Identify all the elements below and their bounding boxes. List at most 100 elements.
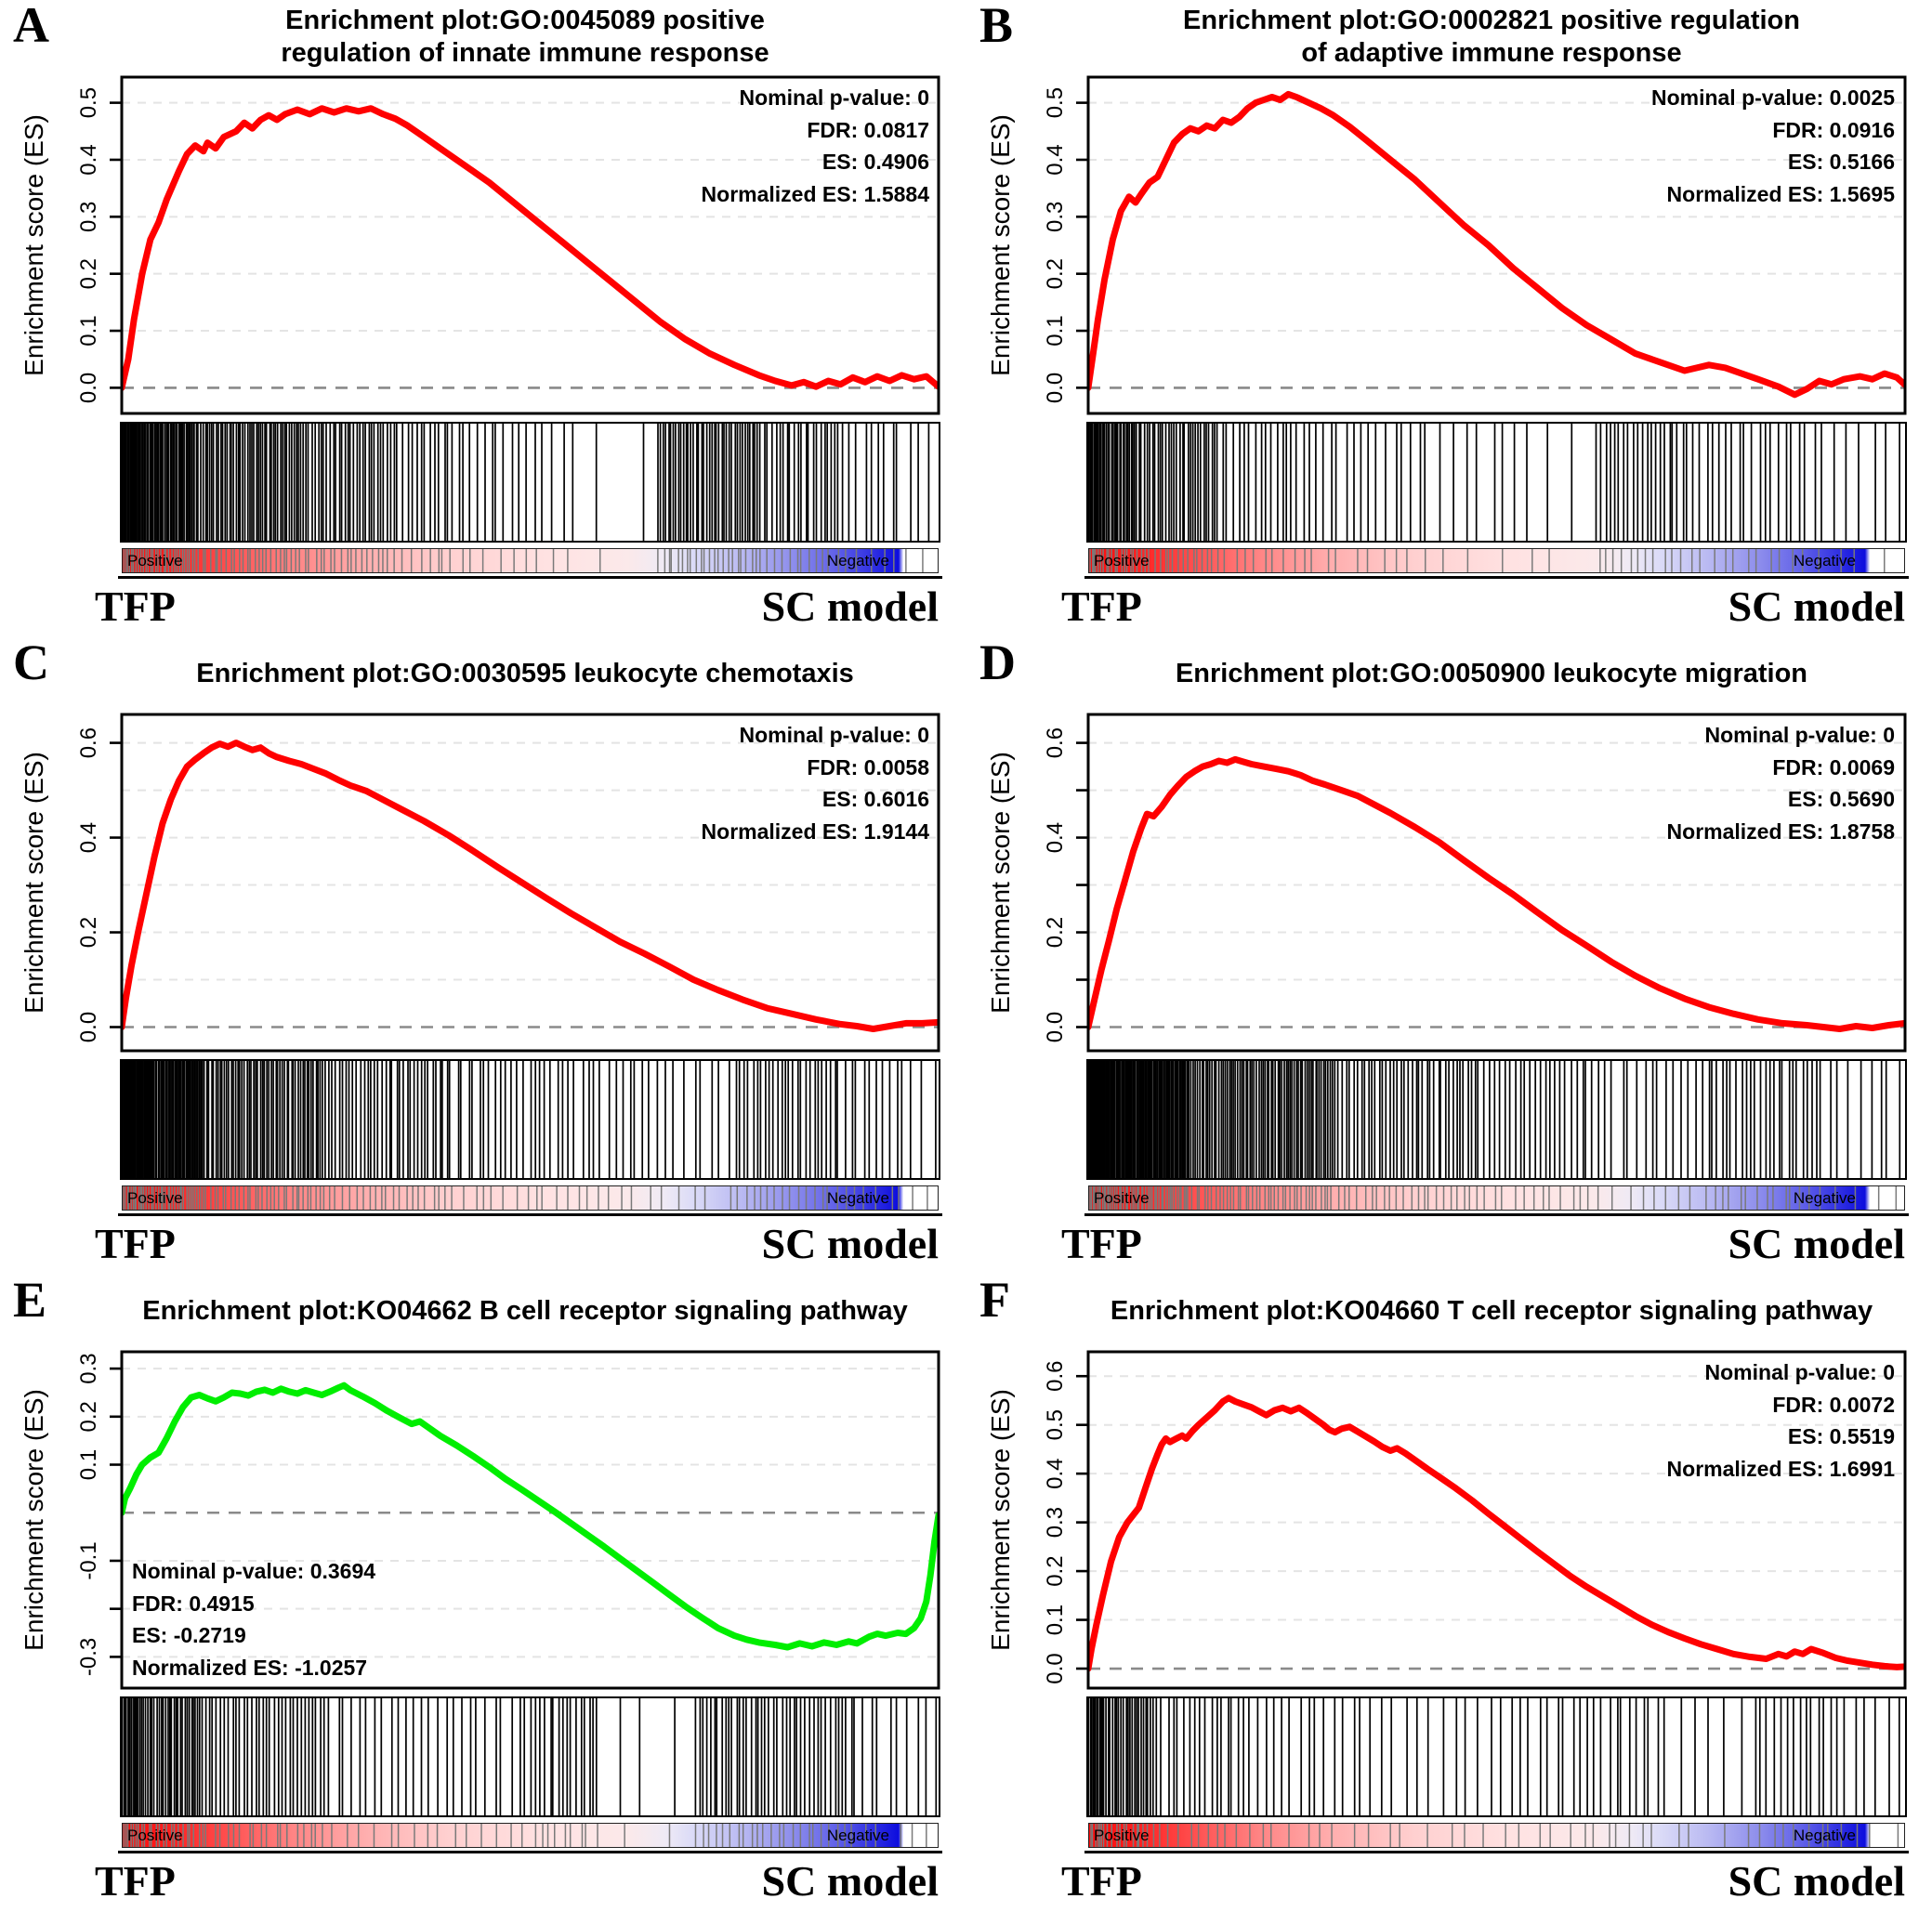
es-curve-plot: 0.0 0.1 0.2 0.3 0.4 0.5 Enrichment score (ES) … (0, 74, 966, 416)
svg-text:0.2: 0.2 (1043, 258, 1068, 289)
svg-text:0.3: 0.3 (76, 202, 101, 232)
stats-block: Nominal p-value: 0 FDR: 0.0072 ES: 0.551… (1667, 1356, 1895, 1485)
svg-text:0.3: 0.3 (76, 1353, 101, 1383)
positive-label: Positive (127, 1826, 183, 1844)
stat-nominal-p-value: Nominal p-value: 0.3694 (132, 1559, 376, 1583)
gradient-ticks-svg (123, 1186, 928, 1210)
svg-text:0.4: 0.4 (76, 144, 101, 175)
es-curve-plot: 0.3 0.2 0.1 -0.1 -0.3 Enrichment score (ES) N… (0, 1349, 966, 1691)
svg-text:0.2: 0.2 (76, 258, 101, 289)
svg-text:0.4: 0.4 (1043, 144, 1068, 175)
svg-text:0.3: 0.3 (1043, 202, 1068, 232)
stat-es: ES: 0.5690 (1787, 787, 1895, 811)
gene-hit-rug-svg (1088, 424, 1900, 541)
panel-f: F Enrichment plot:KO04660 T cell recepto… (966, 1275, 1932, 1912)
rank-metric-gradient: Positive Negative (122, 1185, 939, 1211)
negative-label: Negative (826, 551, 889, 570)
plot-title-line2: regulation of innate immune response (281, 38, 769, 68)
rank-metric-gradient: Positive Negative (1088, 548, 1905, 573)
panel-d: D Enrichment plot:GO:0050900 leukocyte m… (966, 637, 1932, 1275)
svg-text:0.2: 0.2 (76, 917, 101, 948)
stat-nominal-p-value: Nominal p-value: 0 (1704, 723, 1895, 747)
negative-label: Negative (1793, 1826, 1856, 1844)
es-curve-svg: 0.0 0.2 0.4 0.6 Enrichment score (ES) (986, 713, 1907, 1053)
svg-text:0.1: 0.1 (1043, 315, 1068, 346)
gradient-ticks-svg (1089, 549, 1886, 572)
group-label-left: TFP (1061, 1220, 1142, 1267)
stat-es: ES: -0.2719 (132, 1623, 246, 1647)
svg-text:0.6: 0.6 (76, 727, 101, 758)
es-curve-plot: 0.0 0.1 0.2 0.3 0.4 0.5 0.6 Enrichment score (E… (966, 1349, 1932, 1691)
negative-label: Negative (826, 1826, 889, 1844)
stats-block: Nominal p-value: 0 FDR: 0.0817 ES: 0.490… (702, 82, 929, 210)
plot-title: Enrichment plot:GO:0045089 positive regu… (110, 2, 940, 72)
stat-es: ES: 0.5519 (1787, 1424, 1895, 1448)
x-axis-line (118, 576, 942, 579)
svg-text:Enrichment score (ES): Enrichment score (ES) (20, 752, 48, 1014)
svg-text:0.0: 0.0 (1043, 1653, 1068, 1683)
stat-normalized-es: Normalized ES: -1.0257 (132, 1655, 368, 1680)
svg-text:-0.3: -0.3 (76, 1638, 101, 1676)
gene-hit-rug-svg (122, 424, 930, 541)
stat-normalized-es: Normalized ES: 1.5695 (1666, 181, 1895, 206)
gene-hit-rug (120, 1696, 940, 1817)
positive-label: Positive (1094, 1188, 1150, 1207)
svg-text:Enrichment score (ES): Enrichment score (ES) (986, 114, 1015, 376)
plot-title-line1: Enrichment plot:GO:0050900 leukocyte mig… (1175, 659, 1808, 689)
svg-text:Enrichment score (ES): Enrichment score (ES) (986, 752, 1015, 1014)
group-label-right: SC model (761, 1220, 939, 1267)
plot-title-line1: Enrichment plot:GO:0002821 positive regu… (1183, 5, 1800, 35)
positive-label: Positive (127, 551, 183, 570)
es-curve-svg: 0.0 0.1 0.2 0.3 0.4 0.5 Enrichment score (ES) (20, 75, 940, 415)
svg-text:0.6: 0.6 (1043, 1361, 1068, 1392)
svg-text:0.2: 0.2 (1043, 917, 1068, 948)
stat-fdr: FDR: 0.0817 (807, 117, 929, 142)
stat-fdr: FDR: 0.0916 (1772, 117, 1895, 142)
group-label-right: SC model (761, 1857, 939, 1905)
es-curve-svg: 0.3 0.2 0.1 -0.1 -0.3 Enrichment score (ES) (20, 1350, 940, 1690)
positive-label: Positive (1094, 551, 1150, 570)
panel-letter: F (979, 1275, 1010, 1328)
svg-text:0.6: 0.6 (1043, 727, 1068, 758)
gene-hit-rug-svg (1088, 1061, 1901, 1178)
panel-b: B Enrichment plot:GO:0002821 positive re… (966, 0, 1932, 637)
negative-label: Negative (1793, 1188, 1856, 1207)
group-label-left: TFP (95, 583, 176, 630)
svg-text:-0.1: -0.1 (76, 1541, 101, 1579)
es-curve-plot: 0.0 0.2 0.4 0.6 Enrichment score (ES) Nomina… (0, 712, 966, 1054)
svg-text:0.4: 0.4 (76, 822, 101, 853)
svg-text:0.5: 0.5 (1043, 87, 1068, 118)
panel-a: A Enrichment plot:GO:0045089 positive re… (0, 0, 966, 637)
stat-es: ES: 0.4906 (821, 150, 929, 174)
plot-title-line1: Enrichment plot:KO04660 T cell receptor … (1110, 1296, 1873, 1327)
positive-label: Positive (127, 1188, 183, 1207)
svg-text:0.1: 0.1 (1043, 1604, 1068, 1635)
gene-hit-rug (1086, 1059, 1907, 1180)
stats-block: Nominal p-value: 0.0025 FDR: 0.0916 ES: … (1651, 82, 1895, 210)
gene-hit-rug (120, 422, 940, 543)
svg-text:0.0: 0.0 (76, 373, 101, 403)
gene-hit-rug-svg (1088, 1698, 1900, 1815)
gene-hit-rug (1086, 1696, 1907, 1817)
stat-normalized-es: Normalized ES: 1.8758 (1666, 818, 1895, 844)
rank-metric-gradient: Positive Negative (1088, 1185, 1905, 1211)
panel-letter: E (13, 1275, 47, 1328)
positive-label: Positive (1094, 1826, 1150, 1844)
group-label-right: SC model (1728, 1857, 1905, 1905)
panel-letter: A (13, 0, 49, 53)
panel-c: C Enrichment plot:GO:0030595 leukocyte c… (0, 637, 966, 1275)
svg-text:Enrichment score (ES): Enrichment score (ES) (20, 114, 48, 376)
stat-normalized-es: Normalized ES: 1.9144 (701, 818, 929, 844)
svg-text:0.1: 0.1 (76, 315, 101, 346)
panel-letter: C (13, 637, 49, 690)
svg-text:0.5: 0.5 (76, 87, 101, 118)
rank-metric-gradient: Positive Negative (1088, 1823, 1905, 1848)
x-axis-line (1084, 1851, 1909, 1853)
group-label-left: TFP (1061, 583, 1142, 630)
group-label-right: SC model (1728, 583, 1905, 630)
es-curve-plot: 0.0 0.2 0.4 0.6 Enrichment score (ES) Nomina… (966, 712, 1932, 1054)
svg-text:0.2: 0.2 (76, 1401, 101, 1432)
gradient-ticks-svg (1089, 1186, 1898, 1210)
svg-text:0.0: 0.0 (76, 1012, 101, 1042)
panel-e: E Enrichment plot:KO04662 B cell recepto… (0, 1275, 966, 1912)
